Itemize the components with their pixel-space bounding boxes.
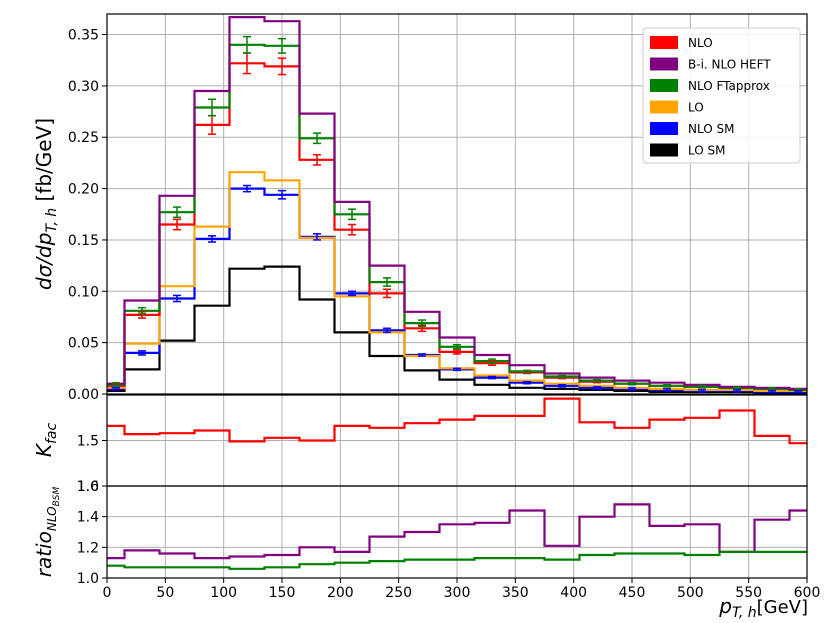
main-frame	[106, 13, 808, 395]
legend-swatch	[650, 79, 678, 92]
legend-swatch	[650, 57, 678, 71]
kfactor-panel: 1.5 1.0 Kfac	[32, 394, 808, 495]
y-tick-label: 0.10	[68, 284, 99, 300]
y-tick-label: 1.6	[77, 479, 99, 495]
x-axis-label-sub: T, h	[732, 605, 757, 621]
kfactor-y-axis-label-main: K	[32, 442, 56, 457]
y-tick-label: 0.15	[68, 233, 99, 249]
legend: NLO B-i. NLO HEFT NLO FTapprox LO NLO SM LO S…	[642, 27, 801, 164]
x-tick-label: 450	[619, 585, 646, 601]
ratio-x-ticks: 0 50 100 150 200 250 300 350 400 450 500 550 600	[103, 578, 821, 601]
series-line-ratio-ftapprox	[107, 550, 807, 570]
main-panel: 0.00 0.05 0.10 0.15 0.20 0.25 0.30 0.35 NLO B-i.…	[32, 13, 808, 403]
kfactor-y-axis-label: Kfac	[32, 423, 60, 458]
y-tick-label: 0.05	[68, 336, 99, 352]
legend-box	[642, 27, 801, 164]
ratio-y-axis-label-subsub: BSM	[52, 487, 62, 507]
kfactor-grid	[107, 395, 807, 486]
x-axis-label: pT, h[GeV]	[718, 594, 808, 621]
legend-swatch	[650, 122, 678, 135]
x-tick-label: 100	[210, 585, 237, 601]
ratio-y-axis-label-main: ratio	[32, 531, 56, 577]
series-line-b-i-nlo-heft	[107, 16, 807, 390]
x-tick-label: 0	[103, 585, 112, 601]
ratio-y-axis-label-sub: NLO	[45, 506, 59, 531]
main-y-axis-label-main: dσ/dp	[32, 233, 56, 291]
y-tick-label: 1.0	[77, 571, 99, 587]
legend-label: NLO	[688, 36, 713, 50]
x-tick-label: 550	[735, 585, 762, 601]
kfactor-y-axis-label-sub: fac	[44, 423, 60, 445]
y-tick-label: 1.5	[77, 434, 99, 450]
x-tick-label: 500	[677, 585, 704, 601]
legend-label: NLO FTapprox	[688, 79, 770, 93]
legend-swatch	[650, 36, 678, 49]
legend-label: NLO SM	[688, 122, 734, 136]
kfactor-y-ticks: 1.5 1.0	[77, 434, 107, 495]
x-axis-label-unit: [GeV]	[757, 597, 808, 618]
legend-swatch	[650, 100, 678, 114]
kfactor-series	[107, 397, 807, 445]
x-tick-label: 600	[794, 585, 821, 601]
y-tick-label: 1.2	[77, 540, 99, 556]
main-y-axis-label-sub: T, h	[44, 208, 60, 233]
legend-label: LO SM	[688, 144, 726, 158]
series-line-k-factor	[107, 397, 807, 445]
y-tick-label: 0.25	[68, 130, 99, 146]
y-tick-label: 1.4	[77, 510, 99, 526]
ratio-panel: 1.0 1.2 1.4 1.6 0 50 100 150 200 250 300 350 400 450…	[32, 479, 820, 621]
x-tick-label: 200	[327, 585, 354, 601]
ratio-series	[107, 503, 807, 570]
y-tick-label: 0.00	[68, 387, 99, 403]
ratio-grid	[107, 486, 807, 578]
series-line-ratio-b-i-	[107, 503, 807, 560]
legend-swatch	[650, 143, 678, 157]
x-tick-label: 400	[560, 585, 587, 601]
y-tick-label: 0.20	[68, 182, 99, 198]
x-tick-label: 50	[156, 585, 174, 601]
legend-label: B-i. NLO HEFT	[688, 58, 771, 72]
y-tick-label: 0.30	[68, 79, 99, 95]
main-y-ticks: 0.00 0.05 0.10 0.15 0.20 0.25 0.30 0.35	[68, 28, 107, 403]
main-error-bars	[111, 35, 803, 394]
main-y-axis-label: dσ/dpT, h [fb/GeV]	[32, 118, 60, 290]
x-tick-label: 300	[444, 585, 471, 601]
x-tick-label: 250	[385, 585, 412, 601]
legend-label: LO	[688, 101, 704, 115]
ratio-y-axis-label: ratioNLOBSM	[32, 487, 62, 578]
x-tick-label: 350	[502, 585, 529, 601]
x-axis-label-main: p	[718, 594, 732, 618]
x-tick-label: 150	[269, 585, 296, 601]
y-tick-label: 1.0	[77, 479, 99, 495]
y-tick-label: 0.35	[68, 28, 99, 44]
ratio-y-ticks: 1.0 1.2 1.4 1.6	[77, 479, 107, 587]
main-y-axis-label-unit: [fb/GeV]	[32, 118, 56, 208]
